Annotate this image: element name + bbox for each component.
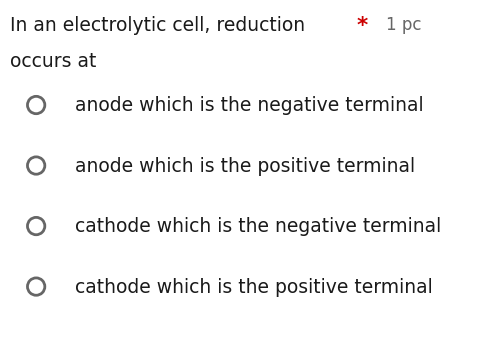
Text: In an electrolytic cell, reduction: In an electrolytic cell, reduction	[10, 16, 305, 35]
Text: anode which is the positive terminal: anode which is the positive terminal	[75, 157, 415, 176]
Text: *: *	[357, 16, 368, 36]
Text: occurs at: occurs at	[10, 52, 96, 70]
Text: anode which is the negative terminal: anode which is the negative terminal	[75, 96, 423, 115]
Text: cathode which is the negative terminal: cathode which is the negative terminal	[75, 217, 441, 236]
Text: cathode which is the positive terminal: cathode which is the positive terminal	[75, 278, 432, 297]
Text: 1 pc: 1 pc	[386, 16, 421, 34]
